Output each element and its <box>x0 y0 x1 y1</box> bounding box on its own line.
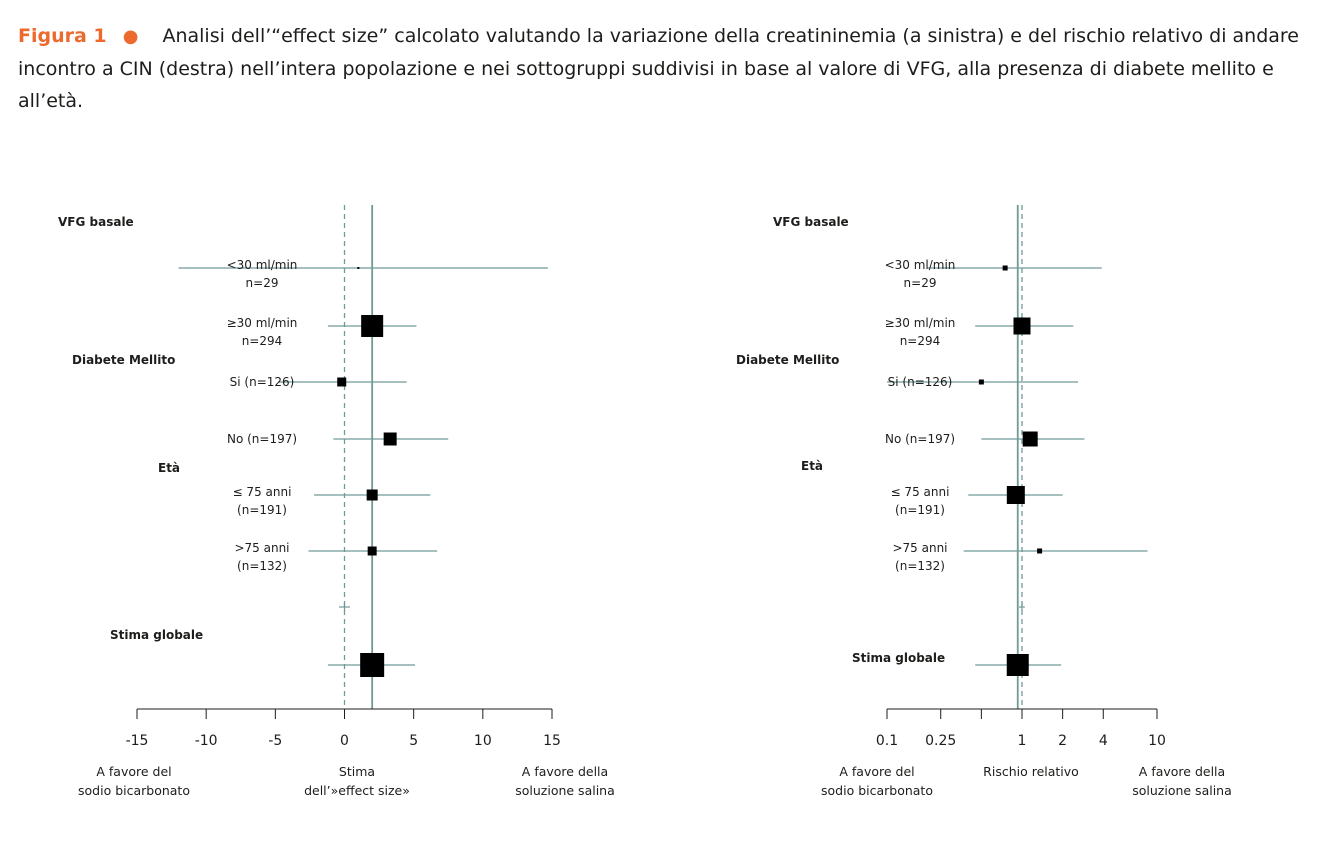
group-header: Diabete Mellito <box>72 353 175 367</box>
footer-left-label: sodio bicarbonato <box>821 783 933 798</box>
row-label-count: (n=132) <box>895 559 945 573</box>
group-header: Età <box>801 459 823 473</box>
x-tick-label: 0.25 <box>925 733 956 749</box>
point-estimate-marker <box>1013 317 1031 335</box>
point-estimate-marker <box>361 315 384 337</box>
row-label: ≤ 75 anni <box>891 485 950 499</box>
footer-center-label: Rischio relativo <box>983 764 1079 779</box>
group-header: Stima globale <box>110 628 203 642</box>
footer-right-label: soluzione salina <box>1132 783 1232 798</box>
x-tick-label: -15 <box>126 733 149 749</box>
footer-center-label: Stima <box>339 764 375 779</box>
point-estimate-marker <box>367 546 377 556</box>
x-tick-label: 0.1 <box>876 733 898 749</box>
figure-label: Figura 1 <box>18 25 107 47</box>
row-label-count: (n=132) <box>237 559 287 573</box>
x-tick-label: -10 <box>195 733 218 749</box>
row-label: No (n=197) <box>227 432 297 446</box>
x-tick-label: -5 <box>268 733 282 749</box>
footer-right-label: A favore della <box>1139 764 1225 779</box>
point-estimate-marker <box>1006 486 1025 504</box>
x-tick-label: 1 <box>1018 733 1027 749</box>
figure-caption: Figura 1 ● Analisi dell’“effect size” ca… <box>18 20 1328 117</box>
footer-right-label: A favore della <box>522 764 608 779</box>
point-estimate-marker <box>1037 548 1043 554</box>
x-tick-label: 2 <box>1058 733 1067 749</box>
row-label: <30 ml/min <box>885 258 956 272</box>
row-label-count: n=29 <box>246 276 279 290</box>
point-estimate-marker <box>383 432 397 446</box>
point-estimate-marker <box>1002 265 1008 271</box>
row-label: ≤ 75 anni <box>233 485 292 499</box>
footer-left-label: A favore del <box>96 764 171 779</box>
row-label: ≥30 ml/min <box>227 316 298 330</box>
row-label: >75 anni <box>234 541 289 555</box>
row-label-count: n=294 <box>900 334 941 348</box>
point-estimate-marker <box>337 377 347 387</box>
row-label: Si (n=126) <box>230 375 295 389</box>
x-tick-label: 4 <box>1099 733 1108 749</box>
row-label-count: (n=191) <box>895 503 945 517</box>
point-estimate-marker <box>1006 654 1029 676</box>
row-label-count: (n=191) <box>237 503 287 517</box>
row-label: <30 ml/min <box>227 258 298 272</box>
footer-right-label: soluzione salina <box>515 783 615 798</box>
row-label: >75 anni <box>892 541 947 555</box>
row-label-count: n=294 <box>242 334 283 348</box>
x-tick-label: 10 <box>1148 733 1166 749</box>
x-tick-label: 0 <box>340 733 349 749</box>
x-tick-label: 15 <box>543 733 561 749</box>
group-header: Stima globale <box>852 651 945 665</box>
point-estimate-marker <box>366 489 378 501</box>
bullet-icon: ● <box>122 26 139 47</box>
x-tick-label: 5 <box>409 733 418 749</box>
row-label: No (n=197) <box>885 432 955 446</box>
point-estimate-marker <box>357 267 360 269</box>
row-label-count: n=29 <box>904 276 937 290</box>
group-header: Diabete Mellito <box>736 353 839 367</box>
caption-text: Analisi dell’“effect size” calcolato val… <box>18 25 1299 112</box>
point-estimate-marker <box>1022 431 1038 447</box>
footer-left-label: A favore del <box>839 764 914 779</box>
row-label: Si (n=126) <box>888 375 953 389</box>
group-header: VFG basale <box>58 215 134 229</box>
group-header: Età <box>158 461 180 475</box>
point-estimate-marker <box>978 379 984 385</box>
point-estimate-marker <box>360 653 385 677</box>
group-header: VFG basale <box>773 215 849 229</box>
footer-center-label: dell’»effect size» <box>304 783 410 798</box>
footer-left-label: sodio bicarbonato <box>78 783 190 798</box>
x-tick-label: 10 <box>474 733 492 749</box>
row-label: ≥30 ml/min <box>885 316 956 330</box>
